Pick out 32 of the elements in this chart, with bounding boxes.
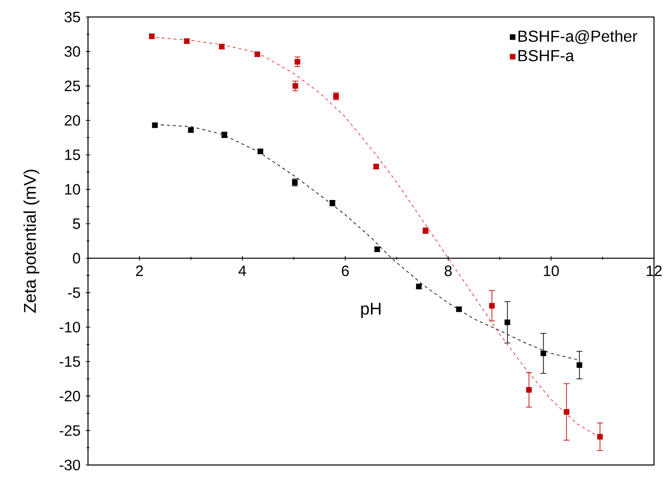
point bbox=[576, 362, 582, 368]
y-tick-label: -15 bbox=[60, 356, 80, 367]
y-tick-label: 35 bbox=[64, 12, 80, 22]
y-tick-label: 20 bbox=[64, 115, 80, 126]
y-tick-label: -30 bbox=[60, 460, 80, 470]
y-tick-label: -25 bbox=[60, 425, 80, 436]
x-tick-label: 8 bbox=[444, 266, 452, 276]
point bbox=[292, 83, 298, 89]
point bbox=[489, 302, 495, 309]
y-tick-label: 30 bbox=[64, 46, 80, 57]
legend-label: BSHF-a@Pether bbox=[518, 30, 638, 44]
y-tick-label: 0 bbox=[72, 252, 80, 264]
point bbox=[540, 350, 546, 356]
point bbox=[597, 434, 603, 440]
y-tick-label: -10 bbox=[60, 322, 80, 332]
x-tick-label: 10 bbox=[544, 266, 559, 276]
y-tick-label: 10 bbox=[65, 184, 80, 195]
x-axis-title: pH bbox=[361, 302, 380, 318]
y-tick-label: 5 bbox=[72, 218, 80, 229]
y-tick-label: 15 bbox=[65, 150, 80, 160]
y-axis-title: Zeta potential (mV) bbox=[23, 170, 40, 313]
point bbox=[504, 320, 510, 326]
legend-label: BSHF-a bbox=[518, 50, 574, 62]
point bbox=[294, 59, 300, 65]
y-tick-label: -5 bbox=[68, 287, 80, 298]
y-tick-label: -20 bbox=[60, 390, 80, 402]
x-tick-label: 2 bbox=[136, 266, 143, 276]
x-tick-label: 6 bbox=[342, 266, 349, 276]
point bbox=[564, 409, 570, 415]
y-tick-label: 25 bbox=[64, 80, 80, 92]
point bbox=[526, 387, 532, 393]
x-tick-label: 4 bbox=[238, 266, 246, 276]
